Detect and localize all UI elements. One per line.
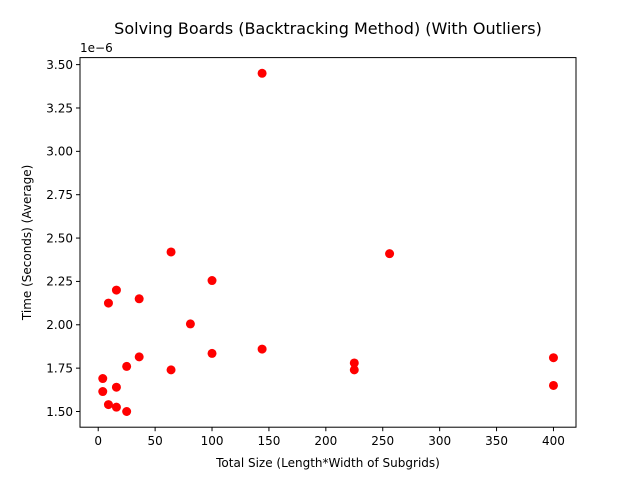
x-axis-label: Total Size (Length*Width of Subgrids) (215, 456, 440, 470)
y-tick-label: 1.50 (46, 405, 73, 419)
data-point (98, 374, 108, 384)
y-axis-label: Time (Seconds) (Average) (20, 165, 34, 321)
data-point (349, 365, 359, 375)
data-point (166, 365, 176, 375)
data-point (257, 68, 267, 78)
data-point (185, 319, 195, 329)
plot-area-frame (79, 57, 577, 428)
x-axis-ticks: 0 50 100 150 200 250 300 350 400 (94, 427, 565, 448)
data-point (98, 387, 108, 397)
x-tick-label: 0 (94, 434, 102, 448)
x-tick-label: 400 (542, 434, 565, 448)
chart-title: Solving Boards (Backtracking Method) (Wi… (114, 19, 542, 38)
y-axis-ticks: 1.50 1.75 2.00 2.25 2.50 2.75 3.00 3.25 3.50 (46, 58, 80, 419)
y-axis-offset-label: 1e−6 (80, 41, 113, 55)
x-tick-label: 350 (485, 434, 508, 448)
data-point (548, 353, 558, 363)
data-point (134, 294, 144, 304)
data-point (385, 249, 395, 259)
y-tick-label: 3.00 (46, 145, 73, 159)
data-point (111, 285, 121, 295)
data-point (548, 380, 558, 390)
y-tick-label: 3.50 (46, 58, 73, 72)
data-point (111, 402, 121, 412)
data-points (98, 68, 558, 417)
data-point (134, 352, 144, 362)
y-tick-label: 2.50 (46, 231, 73, 245)
data-point (257, 344, 267, 354)
x-tick-label: 100 (201, 434, 224, 448)
y-tick-label: 2.00 (46, 318, 73, 332)
data-point (111, 382, 121, 392)
x-tick-label: 50 (147, 434, 162, 448)
x-tick-label: 150 (257, 434, 280, 448)
x-tick-label: 300 (428, 434, 451, 448)
data-point (349, 358, 359, 368)
y-tick-label: 2.75 (46, 188, 73, 202)
y-tick-label: 1.75 (46, 361, 73, 375)
x-tick-label: 250 (371, 434, 394, 448)
data-point (122, 407, 132, 417)
y-tick-label: 3.25 (46, 101, 73, 115)
y-tick-label: 2.25 (46, 275, 73, 289)
data-point (122, 361, 132, 371)
data-point (103, 400, 113, 410)
data-point (103, 298, 113, 308)
x-tick-label: 200 (314, 434, 337, 448)
data-point (166, 247, 176, 257)
data-point (207, 348, 217, 358)
data-point (207, 276, 217, 286)
